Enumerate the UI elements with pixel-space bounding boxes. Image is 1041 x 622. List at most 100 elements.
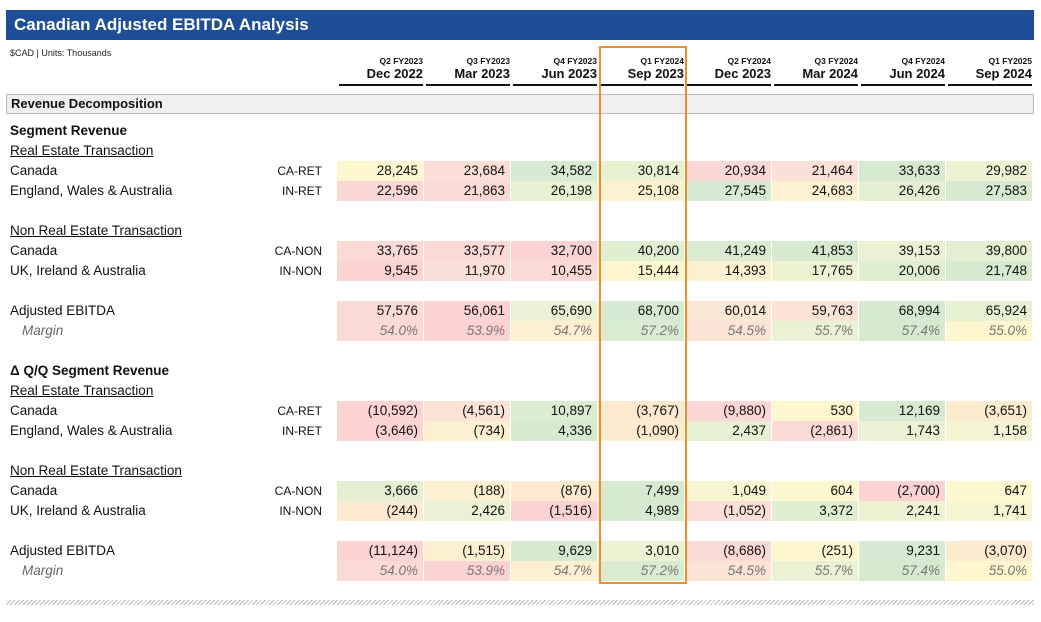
column-date: Jun 2023 (541, 66, 597, 81)
row-label: Real Estate Transaction (10, 143, 154, 158)
table-cell: (1,516) (511, 501, 597, 521)
table-cell: 3,666 (337, 481, 423, 501)
table-cell: 20,934 (685, 161, 771, 181)
column-header: Q4 FY2023 Jun 2023 (513, 56, 597, 86)
column-date: Sep 2023 (627, 66, 684, 81)
table-cell: (9,880) (685, 401, 771, 421)
table-cell: 3,010 (598, 541, 684, 561)
column-header: Q4 FY2024 Jun 2024 (861, 56, 945, 86)
table-cell: 530 (772, 401, 858, 421)
table-cell: 647 (946, 481, 1032, 501)
row-label: Canada (10, 163, 58, 178)
table-cell: 39,800 (946, 241, 1032, 261)
table-cell: 60,014 (685, 301, 771, 321)
table-cell: 10,897 (511, 401, 597, 421)
row-label: Margin (22, 323, 64, 338)
table-cell: (2,861) (772, 421, 858, 441)
table-cell: 1,158 (946, 421, 1032, 441)
table-cell: (251) (772, 541, 858, 561)
table-cell: 53.9% (424, 321, 510, 341)
column-quarter: Q1 FY2025 (988, 56, 1032, 66)
table-cell: 33,765 (337, 241, 423, 261)
row-code: IN-NON (279, 504, 322, 518)
table-cell: 55.0% (946, 561, 1032, 581)
column-date: Mar 2024 (802, 66, 858, 81)
row-label: Canada (10, 403, 58, 418)
table-cell: 3,372 (772, 501, 858, 521)
row-label: UK, Ireland & Australia (10, 503, 146, 518)
table-cell: 604 (772, 481, 858, 501)
row-label: Adjusted EBITDA (10, 543, 116, 558)
column-header: Q3 FY2024 Mar 2024 (774, 56, 858, 86)
table-cell: 32,700 (511, 241, 597, 261)
row-label: Segment Revenue (10, 123, 128, 138)
column-date: Dec 2022 (366, 66, 423, 81)
table-cell: 23,684 (424, 161, 510, 181)
column-header: Q1 FY2024 Sep 2023 (600, 56, 684, 86)
row-label: Canada (10, 243, 58, 258)
row-code: IN-NON (279, 264, 322, 278)
table-cell: 11,970 (424, 261, 510, 281)
table-cell: (8,686) (685, 541, 771, 561)
table-cell: 21,863 (424, 181, 510, 201)
table-cell: 24,683 (772, 181, 858, 201)
table-cell: 59,763 (772, 301, 858, 321)
column-quarter: Q4 FY2023 (553, 56, 597, 66)
column-header: Q3 FY2023 Mar 2023 (426, 56, 510, 86)
table-cell: 54.7% (511, 561, 597, 581)
table-cell: (3,651) (946, 401, 1032, 421)
row-code: CA-NON (274, 244, 322, 258)
table-cell: (188) (424, 481, 510, 501)
table-cell: 57.4% (859, 321, 945, 341)
table-cell: 68,994 (859, 301, 945, 321)
table-cell: 9,629 (511, 541, 597, 561)
table-cell: (11,124) (337, 541, 423, 561)
table-cell: 26,426 (859, 181, 945, 201)
table-cell: 54.5% (685, 561, 771, 581)
table-cell: 33,633 (859, 161, 945, 181)
page-title: Canadian Adjusted EBITDA Analysis (6, 10, 1034, 40)
table-cell: 54.0% (337, 561, 423, 581)
row-label: England, Wales & Australia (10, 183, 173, 198)
table-cell: 4,336 (511, 421, 597, 441)
column-quarter: Q2 FY2023 (379, 56, 423, 66)
row-label: Adjusted EBITDA (10, 303, 116, 318)
table-cell: 21,748 (946, 261, 1032, 281)
table-cell: 21,464 (772, 161, 858, 181)
table-cell: 41,249 (685, 241, 771, 261)
row-label: Non Real Estate Transaction (10, 463, 182, 478)
table-cell: 2,241 (859, 501, 945, 521)
row-label: England, Wales & Australia (10, 423, 173, 438)
units-note: $CAD | Units: Thousands (10, 48, 112, 58)
table-cell: 9,231 (859, 541, 945, 561)
column-date: Sep 2024 (975, 66, 1032, 81)
table-cell: 57.4% (859, 561, 945, 581)
table-cell: 30,814 (598, 161, 684, 181)
column-date: Dec 2023 (714, 66, 771, 81)
table-cell: 29,982 (946, 161, 1032, 181)
table-cell: 33,577 (424, 241, 510, 261)
table-cell: 27,545 (685, 181, 771, 201)
table-cell: (244) (337, 501, 423, 521)
table-cell: 39,153 (859, 241, 945, 261)
table-cell: 7,499 (598, 481, 684, 501)
table-cell: 65,690 (511, 301, 597, 321)
table-cell: (734) (424, 421, 510, 441)
row-label: Δ Q/Q Segment Revenue (10, 363, 169, 378)
table-cell: 17,765 (772, 261, 858, 281)
table-cell: (3,070) (946, 541, 1032, 561)
table-cell: 40,200 (598, 241, 684, 261)
table-cell: 22,596 (337, 181, 423, 201)
table-cell: 54.5% (685, 321, 771, 341)
table-cell: (3,646) (337, 421, 423, 441)
table-cell: (4,561) (424, 401, 510, 421)
table-cell: 41,853 (772, 241, 858, 261)
column-date: Jun 2024 (889, 66, 945, 81)
row-label: UK, Ireland & Australia (10, 263, 146, 278)
row-label: Margin (22, 563, 64, 578)
table-cell: 9,545 (337, 261, 423, 281)
table-cell: 57.2% (598, 321, 684, 341)
table-cell: 1,741 (946, 501, 1032, 521)
column-quarter: Q3 FY2024 (814, 56, 858, 66)
table-cell: 55.7% (772, 321, 858, 341)
